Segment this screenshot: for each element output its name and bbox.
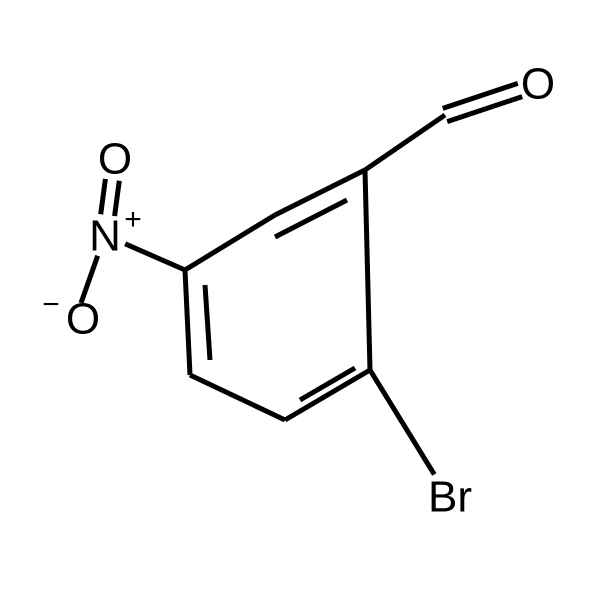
svg-text:+: + xyxy=(124,203,142,236)
svg-text:O: O xyxy=(521,60,555,109)
svg-text:−: − xyxy=(42,288,60,321)
molecule-diagram: OBrN+OO− xyxy=(0,0,600,600)
svg-text:O: O xyxy=(98,135,132,184)
svg-text:O: O xyxy=(66,295,100,344)
svg-text:N: N xyxy=(89,212,121,261)
svg-text:Br: Br xyxy=(428,473,472,522)
